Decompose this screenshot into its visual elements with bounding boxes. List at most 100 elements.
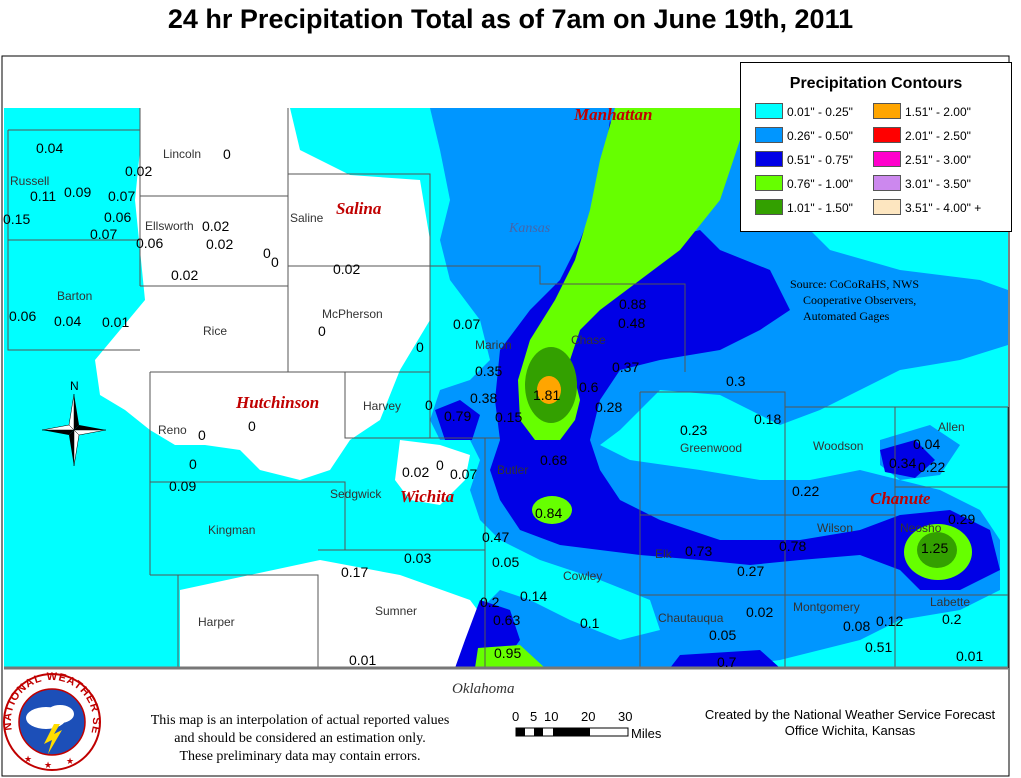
precip-value: 0.02: [746, 604, 773, 620]
precip-value: 0.14: [520, 588, 547, 604]
precip-value: 0.06: [136, 235, 163, 251]
city-label: Salina: [336, 199, 382, 218]
county-label: Reno: [158, 423, 187, 437]
precip-value: 0: [189, 456, 197, 472]
scale-tick: 10: [544, 709, 558, 724]
county-label: Kingman: [208, 523, 255, 537]
precip-value: 0.17: [341, 564, 368, 580]
precip-value: 0.79: [444, 408, 471, 424]
credit: Created by the National Weather Service …: [704, 707, 996, 738]
precip-value: 0.02: [206, 236, 233, 252]
precip-value: 0.34: [889, 455, 916, 471]
precip-value: 0.01: [102, 314, 129, 330]
precip-value: 1.25: [921, 540, 948, 556]
north-label: N: [70, 379, 79, 393]
county-label: McPherson: [322, 307, 383, 321]
county-labels: Russell Lincoln Ellsworth Saline Barton …: [10, 147, 970, 629]
scale-unit: Miles: [631, 726, 662, 741]
city-label: Chanute: [870, 489, 931, 508]
city-labels: Manhattan Salina Hutchinson Wichita Chan…: [235, 105, 931, 508]
precip-value: 0.09: [64, 184, 91, 200]
precip-value: 0.22: [918, 459, 945, 475]
svg-text:★: ★: [44, 760, 52, 770]
legend-swatch: [755, 175, 783, 191]
county-label: Sedgwick: [330, 487, 382, 501]
legend-swatch: [873, 199, 901, 215]
precip-value: 0.29: [948, 511, 975, 527]
precip-value: 0: [318, 323, 326, 339]
county-label: Barton: [57, 289, 92, 303]
precip-value: 0.15: [3, 211, 30, 227]
legend-swatch: [873, 127, 901, 143]
precip-value: 0.04: [36, 140, 63, 156]
precip-value: 0: [223, 146, 231, 162]
precip-value: 0.6: [579, 379, 599, 395]
precip-value: 0.73: [685, 543, 712, 559]
precip-value: 0.05: [709, 627, 736, 643]
precip-value: 0.3: [726, 373, 746, 389]
precip-value: 0: [263, 245, 271, 261]
svg-text:★: ★: [66, 756, 74, 766]
precip-value: 0.35: [475, 363, 502, 379]
scale-tick: 30: [618, 709, 632, 724]
scale-tick: 5: [530, 709, 537, 724]
city-label: Wichita: [400, 487, 455, 506]
precip-value: 0.7: [717, 654, 737, 670]
precip-value: 0: [198, 427, 206, 443]
precip-value: 0.02: [125, 163, 152, 179]
precip-value: 0.37: [612, 359, 639, 375]
disclaimer: This map is an interpolation of actual r…: [150, 713, 450, 764]
precip-value: 0.22: [792, 483, 819, 499]
precip-value: 0: [416, 339, 424, 355]
legend-title: Precipitation Contours: [789, 75, 963, 92]
precip-values: 0.04 0.02 0.11 0.09 0.07 0.15 0.06 0.07 …: [3, 140, 983, 670]
precip-value: 0: [271, 254, 279, 270]
contour-1.51-2.00: [537, 376, 561, 404]
county-label: Ellsworth: [145, 219, 194, 233]
county-label: Montgomery: [793, 600, 860, 614]
precip-value: 0.2: [942, 611, 962, 627]
precip-value: 0.02: [402, 464, 429, 480]
legend: Precipitation Contours 0.01" - 0.25" 0.2…: [740, 62, 1012, 232]
county-label: Harper: [198, 615, 235, 629]
north-arrow-icon: N: [41, 379, 107, 467]
source-text: Source: CoCoRaHS, NWS Cooperative Observ…: [790, 277, 919, 323]
county-label: Cowley: [563, 569, 602, 583]
legend-swatch: [755, 127, 783, 143]
precip-value: 0.03: [404, 550, 431, 566]
county-label: Wilson: [817, 521, 853, 535]
precip-value: 0.07: [450, 466, 477, 482]
precip-value: 0.38: [470, 390, 497, 406]
county-label: Allen: [938, 420, 965, 434]
precip-value: 0.08: [843, 618, 870, 634]
precip-value: 0.78: [779, 538, 806, 554]
precip-value: 0.1: [580, 615, 600, 631]
precip-value: 0.63: [493, 612, 520, 628]
precip-value: 0.05: [492, 554, 519, 570]
scale-tick: 0: [512, 709, 519, 724]
precip-value: 0.68: [540, 452, 567, 468]
border-label: Oklahoma: [452, 681, 515, 697]
precip-value: 0.07: [108, 188, 135, 204]
legend-swatch: [755, 199, 783, 215]
precip-value: 0.23: [680, 422, 707, 438]
precip-value: 0.04: [54, 313, 81, 329]
precip-value: 0.01: [349, 652, 376, 668]
legend-swatch: [755, 103, 783, 119]
county-label: Lincoln: [163, 147, 201, 161]
county-label: Saline: [290, 211, 324, 225]
county-label: Rice: [203, 324, 227, 338]
precip-value: 0.47: [482, 529, 509, 545]
precip-value: 0.02: [202, 218, 229, 234]
precip-value: 0.07: [90, 226, 117, 242]
precip-value: 0: [248, 418, 256, 434]
precip-value: 1.81: [533, 387, 560, 403]
map-title: 24 hr Precipitation Total as of 7am on J…: [167, 4, 854, 34]
precip-value: 0: [425, 397, 433, 413]
precip-value: 0.15: [495, 409, 522, 425]
scale-bar: 0 5 10 20 30 Miles: [512, 709, 662, 741]
precip-value: 0.06: [104, 209, 131, 225]
precip-value: 0.27: [737, 563, 764, 579]
county-label: Butler: [497, 463, 528, 477]
county-label: Marion: [475, 338, 512, 352]
